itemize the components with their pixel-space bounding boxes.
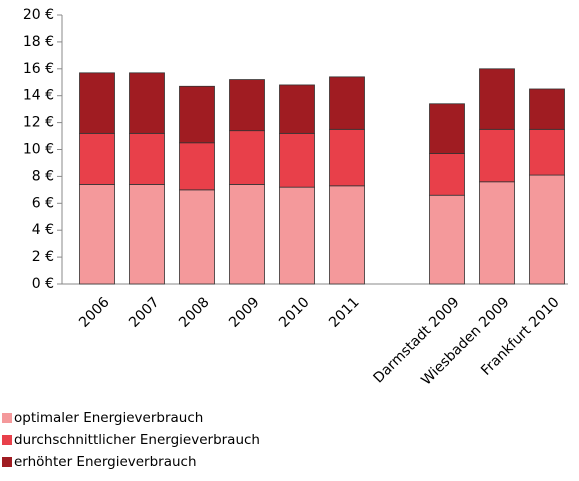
legend-swatch	[2, 435, 12, 445]
x-tick-label: 2011	[326, 294, 363, 331]
y-tick-label: 8 €	[32, 168, 54, 184]
x-tick-label: 2010	[276, 294, 313, 331]
bar-segment	[229, 184, 265, 285]
bar-segment	[329, 185, 365, 285]
bar-segment	[179, 142, 215, 191]
y-tick-label: 18 €	[23, 34, 54, 50]
bar-segment	[279, 84, 315, 134]
bar-segment	[479, 68, 515, 130]
y-tick-label: 20 €	[23, 7, 54, 23]
x-tick-label: 2007	[126, 294, 163, 331]
bar-segment	[229, 79, 265, 132]
bar-segment	[429, 103, 465, 154]
y-tick-label: 14 €	[23, 88, 54, 104]
legend: optimaler Energieverbrauch durchschnittli…	[2, 410, 260, 470]
bar-segment	[429, 194, 465, 285]
bar-segment	[79, 132, 115, 185]
bar-segment	[129, 184, 165, 285]
bar-segment	[479, 181, 515, 285]
bar-segment	[179, 189, 215, 285]
bar-segment	[279, 186, 315, 285]
legend-swatch	[2, 413, 12, 423]
bar-segment	[129, 132, 165, 185]
legend-label: erhöhter Energieverbrauch	[14, 454, 197, 470]
y-tick-label: 6 €	[32, 195, 54, 211]
bar-segment	[179, 85, 215, 144]
y-tick-label: 2 €	[32, 249, 54, 265]
x-tick-label: 2006	[76, 294, 113, 331]
y-tick-label: 16 €	[23, 61, 54, 77]
x-tick-label: 2009	[226, 294, 263, 331]
x-tick-label: 2008	[176, 294, 213, 331]
bar-segment	[329, 76, 365, 130]
bar-segment	[529, 88, 565, 130]
bar-segment	[79, 72, 115, 134]
x-tick-label: Darmstadt 2009	[371, 294, 463, 386]
bar-segment	[529, 174, 565, 285]
legend-swatch	[2, 457, 12, 467]
bar-segment	[79, 184, 115, 285]
y-tick-label: 10 €	[23, 142, 54, 158]
bar-segment	[329, 128, 365, 187]
bar-segment	[429, 153, 465, 196]
bar-segment	[129, 72, 165, 134]
legend-label: optimaler Energieverbrauch	[14, 410, 203, 426]
x-tick-label: Wiesbaden 2009	[418, 294, 512, 388]
y-tick-label: 4 €	[32, 222, 54, 238]
legend-label: durchschnittlicher Energieverbrauch	[14, 432, 260, 448]
bar-segment	[479, 128, 515, 183]
bar-segment	[279, 132, 315, 188]
bar-segment	[529, 128, 565, 176]
y-tick-label: 0 €	[32, 276, 54, 292]
bar-segment	[229, 130, 265, 185]
y-tick-label: 12 €	[23, 115, 54, 131]
